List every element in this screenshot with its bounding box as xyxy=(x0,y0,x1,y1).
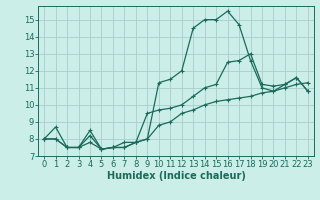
X-axis label: Humidex (Indice chaleur): Humidex (Indice chaleur) xyxy=(107,171,245,181)
